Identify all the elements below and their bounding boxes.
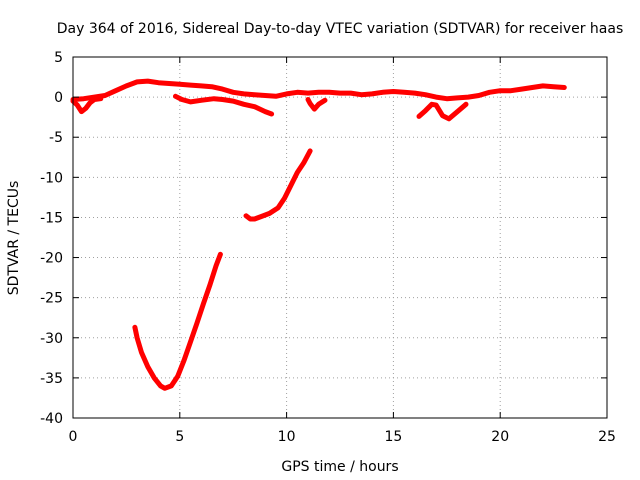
y-tick-label: -20: [40, 251, 63, 267]
x-tick-label: 20: [491, 429, 509, 445]
y-axis-label: SDTVAR / TECUs: [6, 181, 22, 296]
y-tick-label: -10: [40, 170, 63, 186]
series-line-sat-c: [173, 93, 275, 117]
y-tick-label: 0: [54, 90, 63, 106]
plot-frame: [72, 56, 608, 419]
x-tick-label: 25: [598, 429, 616, 445]
series-line-sat-b: [70, 96, 104, 115]
axis-ticks: [72, 56, 608, 419]
x-tick-label: 5: [175, 429, 184, 445]
y-tick-label: -30: [40, 331, 63, 347]
grid-lines: [73, 57, 607, 418]
chart-title: Day 364 of 2016, Sidereal Day-to-day VTE…: [57, 21, 624, 37]
y-tick-labels: 5 0 -5 -10 -15 -20 -25 -30 -35 -40: [40, 50, 63, 427]
y-tick-label: -25: [40, 291, 63, 307]
y-tick-label: -35: [40, 371, 63, 387]
y-tick-label: 5: [54, 50, 63, 66]
y-tick-label: -15: [40, 210, 63, 226]
series-line-sat-e: [416, 101, 469, 122]
x-tick-labels: 0 5 10 15 20 25: [69, 429, 616, 445]
series-line-sat-d: [305, 97, 328, 112]
y-tick-label: -40: [40, 411, 63, 427]
x-tick-label: 0: [69, 429, 78, 445]
series-group: [70, 78, 567, 391]
x-axis-label: GPS time / hours: [281, 459, 398, 475]
series-line-sat-g: [243, 148, 313, 222]
series-line-sat-a: [70, 78, 567, 102]
series-line-sat-f: [132, 251, 223, 391]
x-tick-label: 10: [278, 429, 296, 445]
x-tick-label: 15: [384, 429, 402, 445]
y-tick-label: -5: [49, 130, 63, 146]
